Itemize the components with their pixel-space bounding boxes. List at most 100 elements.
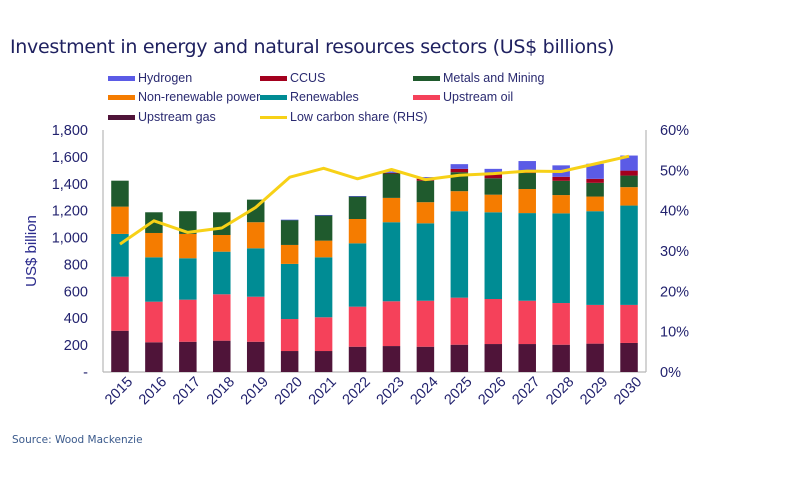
legend-swatch	[260, 94, 287, 100]
x-tick-label: 2025	[441, 374, 475, 408]
legend-swatch	[413, 94, 440, 100]
y-tick-label: 400	[64, 311, 88, 327]
y-tick-label: -	[83, 365, 88, 381]
bar-hydrogen	[314, 214, 333, 216]
bar-non-renewable-power	[179, 233, 197, 259]
bar-upstream-gas	[552, 344, 570, 372]
legend-item: Upstream gas	[108, 109, 216, 125]
bar-hydrogen	[518, 161, 536, 171]
x-tick-label: 2016	[136, 374, 170, 408]
legend-item: CCUS	[260, 70, 325, 86]
legend-swatch	[108, 94, 135, 100]
legend-label: Low carbon share (RHS)	[290, 110, 428, 124]
bar-ccus	[552, 176, 570, 181]
bar-upstream-gas	[111, 330, 129, 372]
bar-non-renewable-power	[382, 197, 401, 223]
bar-renewables	[450, 211, 469, 298]
bar-non-renewable-power	[213, 235, 231, 252]
legend-label: CCUS	[290, 71, 326, 85]
legend-label: Upstream oil	[443, 90, 514, 104]
y-tick-label: 1,400	[52, 177, 88, 193]
bar-renewables	[213, 251, 231, 295]
bar-upstream-oil	[484, 298, 503, 345]
bar-metals-and-mining	[416, 180, 435, 203]
y2-tick-label: 30%	[660, 244, 689, 260]
bar-upstream-oil	[246, 296, 265, 342]
y-axis-title: US$ billion	[23, 215, 40, 287]
y-tick-label: 1,600	[52, 150, 88, 166]
legend-swatch	[260, 75, 287, 81]
bar-renewables	[179, 258, 197, 300]
x-tick-label: 2026	[475, 374, 509, 408]
bar-upstream-gas	[246, 341, 265, 372]
line-low-carbon-share	[119, 154, 630, 246]
bar-hydrogen	[348, 196, 367, 197]
bar-upstream-oil	[518, 300, 536, 345]
y-tick-label: 1,200	[52, 204, 88, 220]
bar-metals-and-mining	[111, 180, 129, 207]
bar-upstream-gas	[620, 342, 638, 372]
bar-renewables	[620, 205, 638, 305]
bar-renewables	[382, 222, 401, 302]
bar-metals-and-mining	[145, 212, 163, 233]
bar-upstream-gas	[450, 344, 469, 372]
bar-hydrogen	[620, 155, 638, 171]
bar-renewables	[348, 243, 367, 307]
legend-item: Hydrogen	[108, 70, 192, 86]
bar-ccus	[382, 172, 401, 174]
legend-item: Renewables	[260, 89, 359, 105]
bar-non-renewable-power	[518, 189, 536, 214]
bar-metals-and-mining	[620, 175, 638, 188]
bar-non-renewable-power	[111, 206, 129, 234]
bar-renewables	[484, 212, 503, 299]
y-tick-label: 1,000	[52, 231, 88, 247]
bar-ccus	[450, 168, 469, 173]
chart-title: Investment in energy and natural resourc…	[10, 36, 615, 58]
bar-hydrogen	[450, 164, 469, 169]
x-tick-label: 2027	[509, 374, 543, 408]
bar-hydrogen	[484, 168, 503, 175]
bar-metals-and-mining	[382, 173, 401, 198]
y2-tick-label: 20%	[660, 284, 689, 300]
legend-label: Non-renewable power	[138, 90, 261, 104]
bar-metals-and-mining	[586, 182, 604, 197]
source-note: Source: Wood Mackenzie	[12, 434, 143, 446]
bar-renewables	[145, 257, 163, 302]
bar-upstream-oil	[179, 299, 197, 342]
bar-upstream-oil	[552, 303, 570, 345]
bar-ccus	[620, 170, 638, 176]
bar-renewables	[280, 263, 299, 320]
bar-renewables	[518, 213, 536, 301]
x-tick-label: 2021	[306, 374, 340, 408]
y2-tick-label: 60%	[660, 123, 689, 139]
bar-non-renewable-power	[280, 244, 299, 264]
bar-upstream-gas	[348, 346, 367, 372]
bar-renewables	[416, 223, 435, 301]
bar-upstream-oil	[620, 304, 638, 343]
legend-swatch	[108, 114, 135, 120]
bar-non-renewable-power	[246, 222, 265, 249]
legend-label: Renewables	[290, 90, 359, 104]
y2-tick-label: 0%	[660, 365, 681, 381]
bar-ccus	[484, 174, 503, 179]
bar-ccus	[586, 178, 604, 183]
bar-renewables	[246, 248, 265, 297]
legend-swatch	[260, 115, 287, 119]
x-tick-label: 2023	[374, 374, 408, 408]
bar-upstream-gas	[314, 351, 333, 372]
bar-upstream-gas	[518, 344, 536, 372]
legend-swatch	[413, 75, 440, 81]
bar-metals-and-mining	[280, 219, 299, 245]
bar-non-renewable-power	[145, 232, 163, 258]
x-tick-label: 2029	[577, 374, 611, 408]
legend-swatch	[108, 75, 135, 81]
bar-upstream-gas	[213, 340, 231, 372]
bar-upstream-oil	[314, 317, 333, 352]
bar-upstream-gas	[586, 343, 604, 372]
bar-upstream-oil	[348, 306, 367, 347]
bar-renewables	[586, 211, 604, 305]
bar-upstream-gas	[280, 351, 299, 372]
bar-non-renewable-power	[552, 195, 570, 214]
x-tick-label: 2028	[543, 374, 577, 408]
